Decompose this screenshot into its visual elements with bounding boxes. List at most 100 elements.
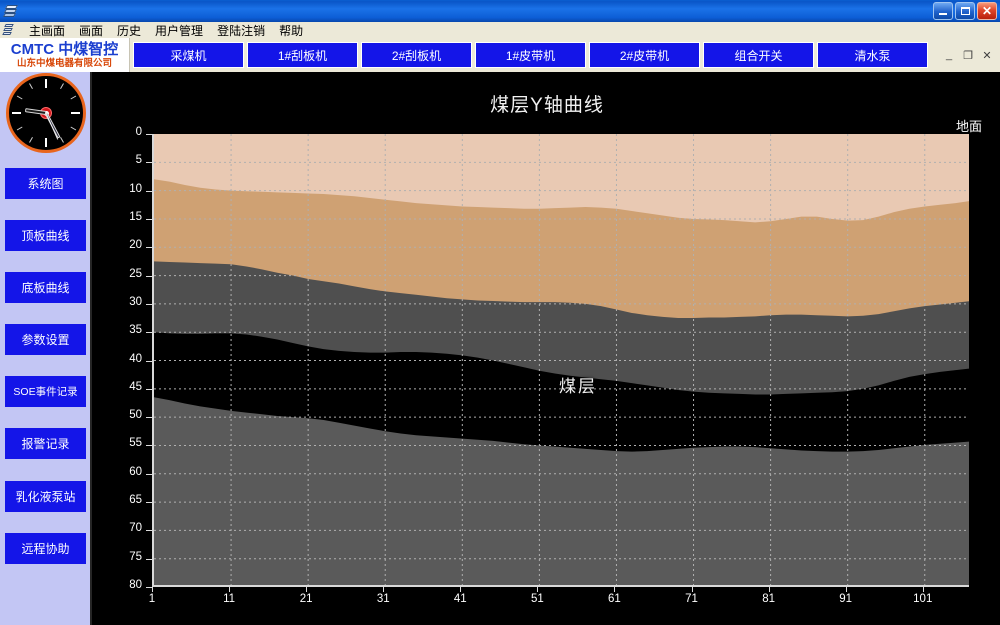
clock-tick (59, 83, 64, 90)
y-axis-tick-label: 60 (129, 465, 142, 478)
clock-tick (71, 112, 80, 114)
sidebar-item-parameter-settings[interactable]: 参数设置 (5, 324, 86, 355)
plot-area[interactable]: 煤层 (152, 134, 969, 587)
clock-tick (12, 112, 21, 114)
grid-lines (154, 134, 969, 585)
x-axis-tick (383, 587, 385, 592)
clock-tick (28, 83, 33, 90)
clock-second-hand (45, 112, 59, 140)
close-icon: ✕ (981, 3, 993, 18)
x-axis-tick-label: 61 (608, 593, 621, 605)
y-axis-tick (146, 587, 152, 588)
topsoil-layer (154, 134, 969, 223)
chart-title: 煤层Y轴曲线 (490, 95, 604, 116)
brand-company: 山东中煤电器有限公司 (16, 57, 112, 69)
tab-belt-2[interactable]: 2#皮带机 (589, 42, 700, 68)
x-axis-tick-label: 41 (453, 593, 467, 605)
x-axis-tick (845, 587, 847, 592)
coal-seam-label: 煤层 (559, 377, 597, 396)
mdi-close-button[interactable]: ✕ (982, 49, 992, 62)
menu-item-login-logout[interactable]: 登陆注销 (217, 23, 266, 38)
window-controls: ✕ (933, 2, 1000, 20)
sidebar-item-alarm-log[interactable]: 报警记录 (5, 428, 86, 459)
clock-tick (28, 136, 33, 143)
x-axis-tick (152, 587, 153, 592)
tab-shearer[interactable]: 采煤机 (133, 42, 244, 68)
clock-tick (69, 126, 76, 131)
maximize-button[interactable] (955, 2, 975, 20)
mdi-minimize-button[interactable]: _ (945, 49, 953, 61)
x-axis-tick (229, 587, 231, 592)
x-axis-tick (537, 587, 539, 592)
equipment-tabs: 采煤机 1#刮板机 2#刮板机 1#皮带机 2#皮带机 组合开关 清水泵 _ ❐… (130, 38, 1000, 72)
brand-logo: CMTC 中煤智控 山东中煤电器有限公司 (0, 38, 130, 72)
x-axis-tick-label: 91 (839, 593, 853, 605)
clock-tick (59, 136, 64, 143)
tab-belt-1[interactable]: 1#皮带机 (475, 42, 586, 68)
mdi-restore-button[interactable]: ❐ (963, 49, 973, 62)
x-axis-tick-label: 71 (685, 593, 698, 605)
x-axis-tick (460, 587, 462, 592)
clock-tick (45, 138, 47, 147)
clock-tick (45, 79, 47, 88)
maximize-icon (960, 7, 970, 15)
tab-combination-switch[interactable]: 组合开关 (703, 42, 814, 68)
workspace: 系统图 顶板曲线 底板曲线 参数设置 SOE事件记录 报警记录 乳化液泵站 远程… (0, 72, 1000, 625)
y-axis-tick-label: 20 (129, 239, 142, 252)
menu-item-history[interactable]: 历史 (117, 23, 142, 38)
tab-scraper-2[interactable]: 2#刮板机 (361, 42, 472, 68)
x-axis-tick-label: 81 (762, 593, 775, 605)
window-titlebar: ✕ (0, 0, 1000, 22)
y-axis-tick-label: 65 (129, 494, 142, 507)
x-axis-tick-label: 1 (148, 593, 156, 605)
brand-name: CMTC 中煤智控 (10, 40, 119, 58)
sidebar-item-soe-event-log[interactable]: SOE事件记录 (5, 376, 86, 407)
menu-item-user-management[interactable]: 用户管理 (155, 23, 204, 38)
analog-clock (6, 73, 86, 153)
tab-scraper-1[interactable]: 1#刮板机 (247, 42, 358, 68)
sidebar-item-remote-assistance[interactable]: 远程协助 (5, 533, 86, 564)
y-axis-tick-label: 70 (129, 522, 142, 535)
menu-item-main-screen[interactable]: 主画面 (29, 23, 66, 38)
sidebar-item-emulsion-pump-station[interactable]: 乳化液泵站 (5, 481, 86, 512)
tab-strip: CMTC 中煤智控 山东中煤电器有限公司 采煤机 1#刮板机 2#刮板机 1#皮… (0, 38, 1000, 72)
y-axis-tick-label: 75 (129, 550, 142, 563)
application-icon (2, 4, 19, 18)
tab-clean-water-pump[interactable]: 清水泵 (817, 42, 928, 68)
window-icon-area (0, 4, 19, 18)
x-axis-tick-label: 11 (223, 593, 236, 605)
menu-item-help[interactable]: 帮助 (279, 23, 304, 38)
y-axis-tick-label: 5 (135, 154, 142, 167)
menu-item-screens[interactable]: 画面 (79, 23, 104, 38)
minimize-button[interactable] (933, 2, 953, 20)
x-axis-tick (922, 587, 924, 592)
x-axis-tick-label: 101 (913, 593, 933, 605)
x-axis-tick (691, 587, 693, 592)
y-axis-tick-label: 10 (129, 182, 142, 195)
y-axis-tick-label: 0 (135, 126, 142, 138)
y-axis-tick-label: 25 (129, 267, 142, 280)
y-axis-tick-label: 40 (129, 352, 142, 365)
x-axis-tick (768, 587, 770, 592)
y-axis-tick-label: 55 (129, 437, 142, 450)
y-axis-tick-label: 45 (129, 380, 142, 393)
x-axis-tick-label: 51 (530, 593, 544, 605)
sidebar-item-system-diagram[interactable]: 系统图 (5, 168, 86, 199)
menu-bar: 主画面 画面 历史 用户管理 登陆注销 帮助 (0, 22, 1000, 38)
clock-tick (16, 126, 23, 131)
clock-tick (69, 95, 76, 100)
x-axis-tick-label: 31 (376, 593, 390, 605)
sidebar-item-roof-curve[interactable]: 顶板曲线 (5, 220, 86, 251)
y-axis-tick-label: 80 (129, 579, 142, 591)
x-axis-tick-label: 21 (299, 593, 313, 605)
document-icon (2, 23, 18, 37)
ground-surface-label: 地面 (955, 119, 982, 134)
sidebar-item-floor-curve[interactable]: 底板曲线 (5, 272, 86, 303)
clock-tick (16, 95, 23, 100)
close-button[interactable]: ✕ (977, 2, 997, 20)
sidebar: 系统图 顶板曲线 底板曲线 参数设置 SOE事件记录 报警记录 乳化液泵站 远程… (0, 72, 92, 625)
y-axis-tick-label: 30 (129, 295, 142, 308)
x-axis-tick (614, 587, 616, 592)
y-axis-tick-label: 35 (129, 324, 142, 337)
